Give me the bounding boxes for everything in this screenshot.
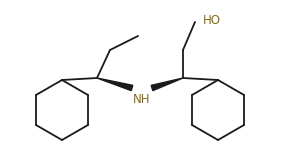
Text: HO: HO	[203, 14, 221, 26]
Polygon shape	[97, 78, 133, 91]
Polygon shape	[151, 78, 183, 91]
Text: NH: NH	[133, 93, 151, 106]
